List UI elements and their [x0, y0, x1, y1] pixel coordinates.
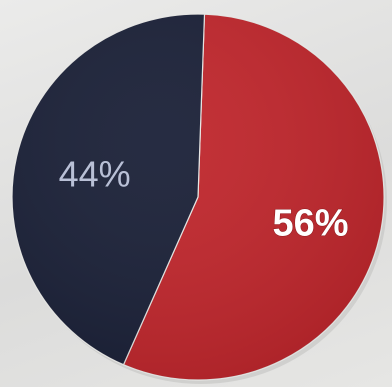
slice-label-1: 56%: [272, 202, 348, 244]
pie-sheen: [12, 14, 384, 380]
slice-label-2: 44%: [59, 154, 131, 195]
